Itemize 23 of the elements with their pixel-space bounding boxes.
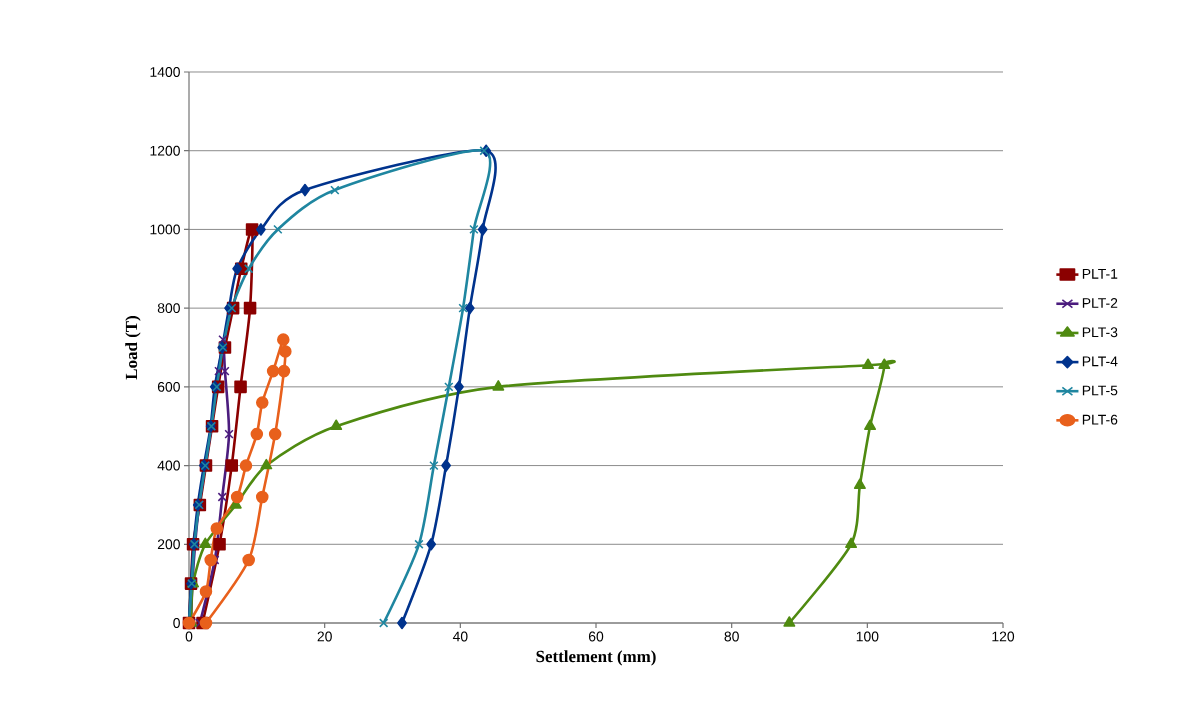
y-tick-label: 200 bbox=[157, 539, 180, 550]
legend-label: PLT-3 bbox=[1082, 327, 1118, 338]
y-tick-label: 400 bbox=[157, 460, 180, 471]
y-tick-label: 0 bbox=[173, 618, 180, 628]
y-tick-label: 800 bbox=[157, 303, 180, 314]
legend-label: PLT-5 bbox=[1082, 385, 1118, 396]
x-tick-label: 120 bbox=[992, 631, 1015, 642]
y-tick-label: 1400 bbox=[150, 67, 180, 77]
legend-label: PLT-6 bbox=[1082, 414, 1118, 425]
y-tick-label: 1000 bbox=[150, 224, 180, 235]
x-tick-label: 40 bbox=[452, 631, 468, 642]
x-tick-label: 0 bbox=[185, 631, 193, 642]
legend-label: PLT-2 bbox=[1082, 298, 1118, 308]
y-tick-label: 1200 bbox=[150, 145, 180, 156]
x-tick-label: 20 bbox=[317, 631, 332, 642]
x-tick-label: 100 bbox=[856, 631, 879, 642]
y-axis-title: Load (T) bbox=[125, 316, 141, 380]
y-tick-label: 600 bbox=[157, 381, 180, 392]
x-tick-label: 80 bbox=[724, 631, 739, 642]
legend-label: PLT-4 bbox=[1082, 356, 1118, 367]
legend-label: PLT-1 bbox=[1082, 269, 1118, 279]
x-tick-label: 60 bbox=[588, 631, 604, 642]
x-axis-title: Settlement (mm) bbox=[536, 650, 656, 666]
